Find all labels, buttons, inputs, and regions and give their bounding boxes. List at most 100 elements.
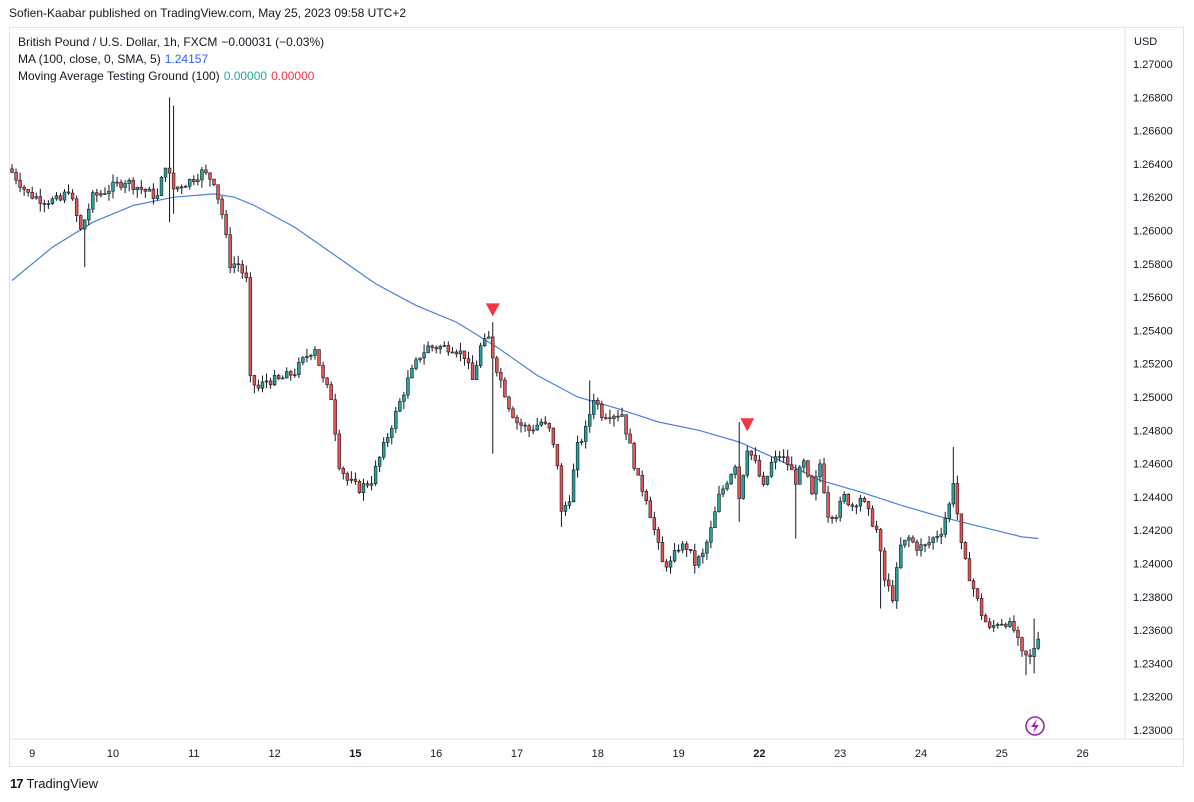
replay-button[interactable] (1025, 716, 1045, 736)
candle-down (749, 450, 754, 456)
candle-up (361, 483, 366, 494)
time-tick-label: 11 (188, 748, 199, 760)
candle-up (895, 567, 899, 602)
candle-down (18, 179, 22, 188)
legend-indicator-row[interactable]: Moving Average Testing Ground (100) 0.000… (18, 68, 324, 85)
candle-down (151, 188, 156, 199)
candle-up (943, 518, 947, 535)
candle-down (866, 501, 871, 510)
candle-down (693, 550, 697, 566)
candle-down (337, 433, 341, 469)
candle-down (240, 263, 244, 274)
candle-down (365, 483, 370, 486)
chart-frame[interactable] (9, 27, 1184, 767)
time-tick-label: 19 (672, 748, 684, 760)
signals-group (485, 303, 755, 432)
candle-up (155, 195, 160, 199)
candle-down (143, 189, 148, 192)
candle-up (260, 381, 265, 389)
candle-up (46, 203, 51, 205)
candle-down (66, 191, 71, 194)
candle-up (745, 450, 749, 476)
candle-down (341, 468, 345, 474)
candle-up (184, 185, 188, 188)
candle-down (777, 456, 782, 458)
candle-down (10, 168, 14, 173)
candle-down (454, 351, 459, 355)
candle-down (737, 466, 741, 499)
candle-up (996, 624, 1000, 626)
candle-down (74, 198, 79, 216)
candle-down (224, 214, 228, 236)
candle-down (276, 375, 281, 379)
candle-down (38, 196, 42, 204)
candle-up (725, 483, 729, 490)
candle-down (979, 598, 984, 616)
candle-down (822, 463, 826, 493)
candle-down (850, 504, 855, 507)
time-tick-label: 9 (29, 748, 35, 760)
down-triangle-icon (740, 418, 755, 432)
candle-down (1028, 654, 1032, 657)
candle-down (527, 425, 531, 431)
candle-down (632, 442, 636, 469)
candle-down (915, 541, 919, 551)
candle-down (923, 544, 927, 547)
currency-label: USD (1134, 36, 1157, 48)
candle-down (446, 345, 451, 353)
candle-down (794, 469, 798, 485)
moving-average-line (11, 193, 1039, 540)
symbol-title: British Pound / U.S. Dollar, 1h, FXCM (18, 35, 218, 49)
candle-up (765, 475, 770, 485)
candle-down (911, 537, 915, 543)
candle-up (123, 183, 127, 188)
candle-down (95, 192, 99, 196)
candle-up (377, 456, 382, 467)
time-tick-label: 23 (834, 748, 846, 760)
candle-up (1036, 638, 1040, 649)
candle-down (987, 621, 992, 628)
candle-up (487, 336, 491, 339)
time-axis[interactable]: 9 10 11 12 15 16 17 18 19 22 23 24 25 26 (29, 748, 1089, 760)
candle-down (167, 167, 172, 174)
candle-down (547, 423, 552, 429)
candle-down (131, 179, 135, 190)
candle-up (531, 429, 535, 432)
candle-up (907, 537, 911, 541)
candle-down (551, 427, 556, 445)
candle-up (159, 176, 164, 196)
candle-up (838, 500, 842, 518)
candle-down (955, 483, 960, 515)
candle-up (398, 401, 402, 412)
candle-up (575, 441, 580, 471)
candles-group (10, 97, 1040, 676)
candle-up (620, 414, 624, 417)
candle-down (636, 468, 640, 476)
legend-ma-row[interactable]: MA (100, close, 0, SMA, 5) 1.24157 (18, 51, 324, 68)
candle-up (349, 478, 354, 481)
replay-circle (1025, 716, 1045, 736)
candle-down (507, 396, 511, 410)
candle-up (814, 476, 818, 495)
legend-symbol-row[interactable]: British Pound / U.S. Dollar, 1h, FXCM −0.… (18, 34, 324, 51)
candle-up (381, 442, 386, 458)
candle-up (305, 355, 309, 358)
candle-up (668, 560, 673, 568)
candle-down (30, 191, 34, 199)
candle-up (701, 552, 705, 558)
candle-down (810, 475, 814, 495)
candle-up (931, 537, 935, 543)
candle-down (971, 580, 976, 590)
time-tick-label: 16 (430, 748, 442, 760)
candle-down (470, 362, 475, 380)
tradingview-logo[interactable]: 17 TradingView (10, 776, 98, 791)
candle-up (386, 437, 390, 443)
candle-down (256, 384, 261, 389)
candle-down (22, 186, 26, 190)
candle-up (264, 380, 269, 383)
candle-up (87, 208, 91, 221)
candle-down (430, 345, 434, 348)
price-axis[interactable]: 1.27000 1.26800 1.26600 1.26400 1.26200 1.260… (1133, 59, 1173, 737)
candle-down (58, 195, 63, 201)
